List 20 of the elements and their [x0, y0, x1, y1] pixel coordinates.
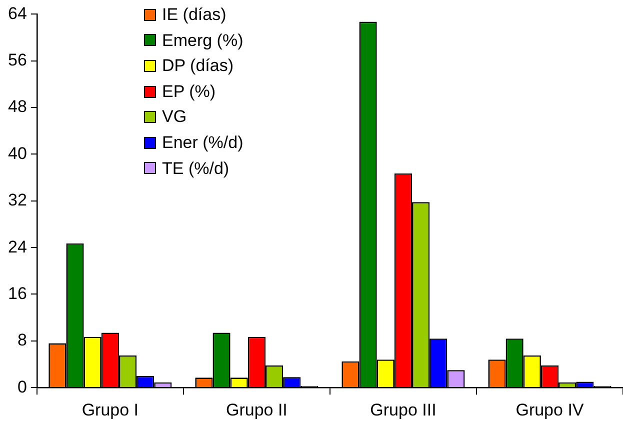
legend-label: IE (días) [162, 4, 226, 26]
legend-label: DP (días) [162, 55, 234, 78]
legend-label: TE (%/d) [162, 158, 230, 180]
y-tick-label: 16 [8, 284, 27, 303]
y-tick-label: 48 [8, 97, 27, 116]
legend-label: Emerg (%) [162, 30, 244, 52]
x-tick-label: Grupo II [226, 400, 288, 420]
x-tick-label: Grupo IV [516, 400, 584, 420]
y-tick-label: 0 [17, 377, 27, 396]
x-tick-label: Grupo I [82, 400, 139, 420]
y-tick-label: 32 [8, 190, 27, 210]
y-tick-label: 24 [8, 237, 27, 256]
legend-label: Ener (%/d) [162, 132, 244, 154]
y-tick-label: 56 [8, 50, 27, 70]
x-tick-label: Grupo III [370, 400, 436, 420]
legend-label: VG [162, 106, 187, 128]
y-tick-label: 64 [8, 4, 27, 23]
legend-label: EP (%) [162, 80, 216, 103]
y-tick-label: 8 [17, 330, 27, 350]
y-tick-label: 40 [8, 144, 27, 163]
